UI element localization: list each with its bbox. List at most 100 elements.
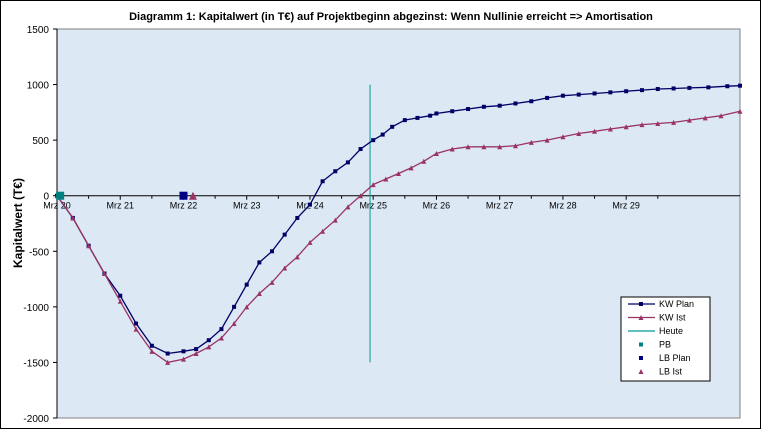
kw-plan-point [282, 232, 287, 237]
kw-plan-point [513, 101, 518, 106]
kw-ist-point [421, 158, 427, 164]
lb-ist-point [188, 191, 197, 200]
kw-plan-point [232, 304, 237, 309]
kw-ist-point [269, 279, 275, 285]
y-tick-label: 0 [43, 192, 49, 203]
kw-plan-point [738, 83, 742, 88]
kw-plan-point [380, 132, 385, 137]
y-tick-label: 1000 [27, 81, 50, 92]
kw-ist-point [307, 239, 313, 245]
x-tick-label: Mrz 29 [612, 201, 640, 211]
kw-plan-point [560, 93, 565, 98]
pb-point [56, 191, 65, 200]
kw-ist-point [345, 204, 351, 210]
legend-marker-lb-plan [639, 356, 643, 360]
kw-plan-point [345, 160, 350, 165]
kw-ist-point [244, 304, 250, 310]
kw-ist-point [320, 228, 326, 234]
kw-ist-point [231, 321, 237, 327]
legend-label-lb-ist: LB Ist [659, 367, 683, 377]
kw-plan-point [333, 169, 338, 174]
kw-ist-line [56, 110, 741, 364]
kw-plan-point [434, 111, 439, 116]
kw-plan-point [206, 338, 211, 343]
kw-ist-point [133, 326, 139, 332]
x-tick-label: Mrz 22 [170, 201, 198, 211]
x-tick-label: Mrz 20 [43, 201, 71, 211]
kw-plan-point [165, 351, 170, 356]
kw-ist-point [256, 291, 262, 297]
kw-ist-point [101, 271, 107, 277]
kw-ist-point [396, 170, 401, 176]
kw-ist-point [180, 356, 186, 362]
kw-ist-point [544, 137, 550, 143]
y-axis: 1500 1000 500 0 -500 -1000 -1500 -2000 [23, 25, 58, 425]
kw-plan-point [295, 215, 300, 220]
kw-ist-point [433, 150, 439, 156]
kw-ist-point [528, 139, 534, 145]
kw-plan-point [402, 118, 407, 123]
kw-plan-point [194, 347, 199, 352]
x-tick-label: Mrz 23 [233, 201, 261, 211]
y-tick-label: 500 [32, 136, 49, 147]
kw-plan-point [687, 85, 692, 90]
legend-marker-kw-ist [638, 315, 644, 320]
kw-ist-point [607, 126, 613, 132]
kw-plan-point [134, 321, 139, 326]
kw-ist-point [576, 130, 582, 136]
kw-plan-point [481, 104, 486, 109]
kw-ist-point [294, 254, 300, 260]
kw-plan-point [655, 87, 660, 92]
y-tick-label: -2000 [23, 414, 49, 425]
kw-plan-point [415, 115, 420, 120]
kw-ist-point [370, 182, 376, 188]
legend-label-heute: Heute [659, 326, 683, 336]
legend: KW Plan KW Ist Heute PB LB Plan LB Ist [620, 296, 711, 382]
x-tick-label: Mrz 27 [486, 201, 514, 211]
kw-plan-point [608, 90, 613, 95]
kw-ist-point [465, 144, 471, 150]
kw-ist-point [702, 115, 708, 121]
kw-ist-point [671, 119, 677, 125]
legend-box [620, 296, 711, 382]
x-tick-label: Mrz 21 [106, 201, 134, 211]
legend-marker-pb [639, 342, 643, 347]
kw-plan-point [529, 99, 534, 104]
legend-label-kw-plan: KW Plan [659, 299, 694, 309]
kw-ist-point [481, 144, 487, 150]
kw-plan-point [320, 179, 325, 184]
kw-plan-point [639, 88, 644, 93]
kw-ist-point [332, 217, 338, 223]
y-tick-label: -500 [29, 247, 49, 258]
kw-plan-point [307, 202, 312, 207]
kw-plan-point [497, 103, 502, 108]
y-tick-label: 1500 [27, 25, 50, 36]
kw-plan-point [181, 349, 186, 354]
kw-ist-point [512, 143, 518, 149]
y-tick-label: -1000 [23, 303, 49, 314]
kw-ist-point [282, 265, 288, 271]
kw-ist-point [718, 113, 724, 119]
x-tick-label: Mrz 28 [549, 201, 577, 211]
kw-plan-point [450, 109, 455, 114]
legend-label-pb: PB [659, 340, 671, 350]
kw-plan-point [428, 113, 433, 118]
kw-plan-point [257, 260, 262, 265]
legend-marker-kw-plan [639, 302, 643, 306]
kw-ist-point [165, 359, 171, 365]
kw-ist-point [623, 124, 629, 130]
kw-ist-point [149, 348, 155, 354]
kw-plan-point [118, 293, 123, 298]
x-tick-label: Mrz 26 [423, 201, 451, 211]
y-axis-label: Kapitalwert (T€) [11, 178, 25, 268]
kw-ist-point [655, 120, 661, 126]
kw-plan-point [270, 249, 275, 254]
kw-ist-point [383, 176, 389, 182]
kw-ist-point [737, 108, 743, 114]
kw-ist-point [193, 351, 199, 357]
legend-marker-lb-ist [638, 369, 644, 374]
series-layer [54, 83, 743, 365]
kw-plan-point [371, 138, 376, 143]
kw-plan-point [545, 95, 550, 100]
